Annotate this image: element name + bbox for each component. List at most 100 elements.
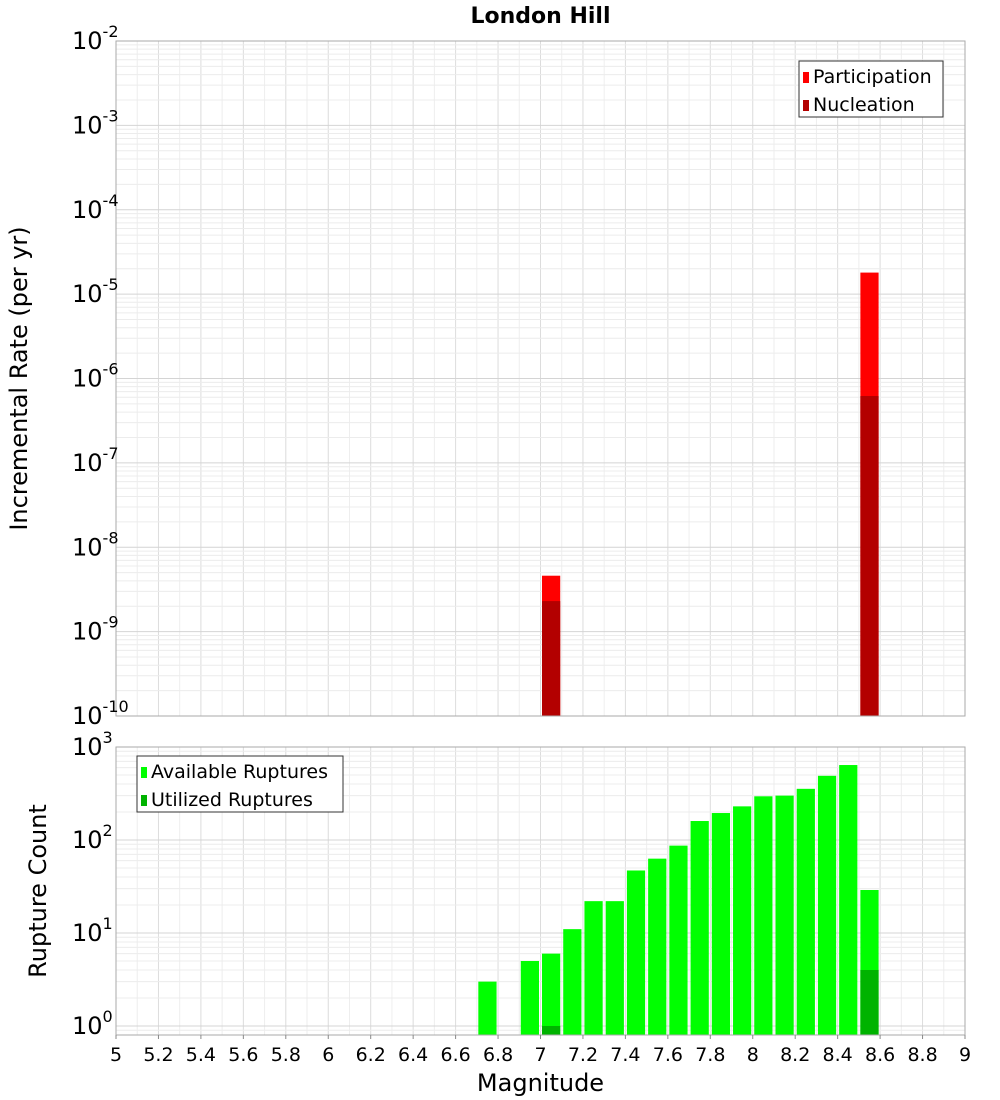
x-tick-label: 6.6 (440, 1044, 470, 1066)
x-tick-label: 8.4 (823, 1044, 853, 1066)
y-tick-exponent: 3 (103, 728, 113, 747)
y-tick-exponent: 1 (103, 914, 113, 933)
x-tick-label: 6.2 (356, 1044, 386, 1066)
y-tick-label: 102 (72, 821, 113, 854)
y-tick-base: 10 (72, 449, 103, 477)
bar (605, 901, 624, 1035)
legend-label: Nucleation (813, 94, 915, 116)
bar (860, 396, 879, 716)
x-axis-label: Magnitude (477, 1069, 604, 1097)
bar (711, 813, 731, 1035)
x-tick-label: 6.4 (398, 1044, 428, 1066)
legend-swatch (803, 72, 809, 83)
y-tick-label: 10-4 (72, 191, 119, 224)
series-1-1 (542, 969, 879, 1035)
legend-swatch (803, 100, 809, 111)
legend-box (798, 60, 944, 118)
x-tick-label: 6.8 (483, 1044, 513, 1066)
y-tick-label: 10-2 (72, 22, 119, 55)
y-tick-label: 10-6 (72, 360, 119, 393)
y-tick-label: 100 (72, 1007, 113, 1040)
legend-0: Participation Nucleation (798, 60, 944, 118)
y-tick-exponent: -3 (103, 106, 119, 125)
x-tick-label: 7.8 (695, 1044, 725, 1066)
legend-label: Participation (813, 66, 932, 88)
bar (542, 953, 561, 1035)
x-tick-labels: 5 5.2 5.4 5.6 5.8 6 6.2 6.4 6.6 6.8 7 7.2 7.4 7.6 7.8 8… (110, 1035, 971, 1066)
bar (817, 775, 837, 1035)
y-tick-base: 10 (72, 196, 103, 224)
x-tick-label: 5.4 (186, 1044, 216, 1066)
y-tick-exponent: -6 (103, 360, 119, 379)
bar (796, 788, 815, 1035)
bar (775, 795, 794, 1035)
y-axis-label: Incremental Rate (per yr) (5, 226, 33, 530)
bar (648, 858, 667, 1035)
x-tick-label: 7.4 (610, 1044, 640, 1066)
y-tick-label: 103 (72, 728, 113, 761)
legend-swatch (141, 767, 147, 778)
x-tick-label: 5.8 (271, 1044, 301, 1066)
bar (584, 901, 603, 1035)
y-tick-base: 10 (72, 919, 103, 947)
bar (839, 765, 858, 1035)
y-tick-base: 10 (72, 27, 103, 55)
y-tick-exponent: -4 (103, 191, 119, 210)
y-tick-base: 10 (72, 826, 103, 854)
chart-title: London Hill (470, 4, 610, 29)
gridlines-0 (115, 40, 966, 717)
x-tick-label: 5.2 (143, 1044, 173, 1066)
bar (669, 845, 688, 1035)
x-tick-label: 9 (959, 1044, 971, 1066)
x-tick-label: 5 (110, 1044, 122, 1066)
series-0-1 (542, 396, 879, 716)
bar (690, 821, 709, 1035)
y-tick-label: 10-3 (72, 106, 119, 139)
bar (563, 929, 582, 1035)
plot-border-0 (115, 40, 966, 717)
y-tick-base: 10 (72, 280, 103, 308)
y-tick-exponent: -7 (103, 444, 119, 463)
x-tick-label: 8.8 (907, 1044, 937, 1066)
y-tick-base: 10 (72, 702, 103, 730)
legend-label: Available Ruptures (151, 761, 328, 783)
y-tick-base: 10 (72, 1012, 103, 1040)
y-tick-label: 10-7 (72, 444, 119, 477)
bar (860, 969, 879, 1035)
y-tick-label: 10-9 (72, 613, 119, 646)
bar (478, 981, 497, 1035)
x-tick-label: 7.2 (568, 1044, 598, 1066)
x-tick-label: 8.6 (865, 1044, 895, 1066)
y-tick-label: 10-5 (72, 275, 119, 308)
y-tick-exponent: 0 (103, 1007, 113, 1026)
series-1-0 (478, 765, 879, 1035)
y-tick-exponent: -2 (103, 22, 119, 41)
x-tick-label: 6 (322, 1044, 334, 1066)
y-tick-label: 10-10 (72, 697, 129, 730)
y-tick-exponent: -10 (103, 697, 129, 716)
y-tick-base: 10 (72, 618, 103, 646)
legend-swatch (141, 795, 147, 806)
bar (626, 870, 646, 1035)
legend-box (136, 755, 344, 813)
x-tick-label: 8.2 (780, 1044, 810, 1066)
bar (542, 601, 561, 716)
y-tick-base: 10 (72, 733, 103, 761)
y-tick-exponent: -8 (103, 528, 119, 547)
y-tick-base: 10 (72, 111, 103, 139)
y-tick-exponent: 2 (103, 821, 113, 840)
y-tick-label: 101 (72, 914, 113, 947)
y-tick-label: 10-8 (72, 528, 119, 561)
y-tick-base: 10 (72, 365, 103, 393)
x-tick-label: 7.6 (653, 1044, 683, 1066)
x-tick-label: 8 (747, 1044, 759, 1066)
bar (733, 806, 752, 1035)
x-tick-label: 5.6 (228, 1044, 258, 1066)
legend-label: Utilized Ruptures (151, 789, 313, 811)
y-axis-label: Rupture Count (24, 804, 52, 978)
y-tick-exponent: -9 (103, 613, 119, 632)
y-tick-exponent: -5 (103, 275, 119, 294)
legend-1: Available Ruptures Utilized Ruptures (136, 755, 344, 813)
